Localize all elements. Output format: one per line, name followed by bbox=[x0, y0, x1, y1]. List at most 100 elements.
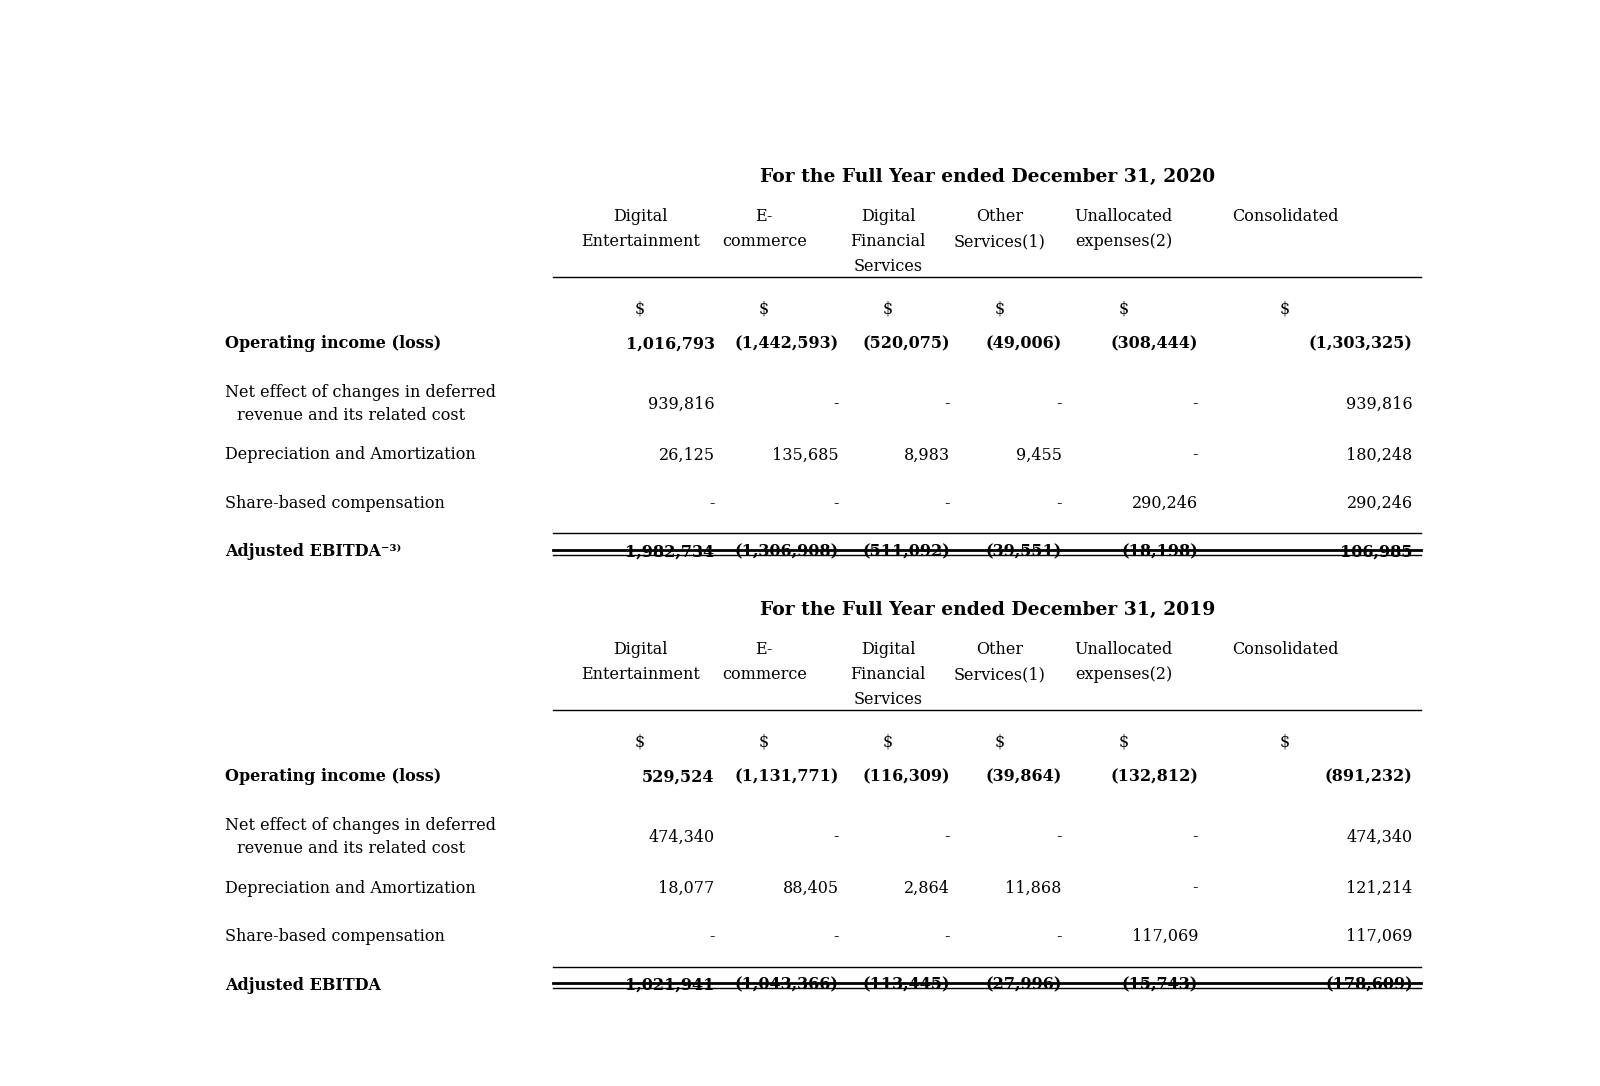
Text: Adjusted EBITDA: Adjusted EBITDA bbox=[224, 976, 381, 994]
Text: 26,125: 26,125 bbox=[659, 446, 715, 464]
Text: (1,043,366): (1,043,366) bbox=[734, 976, 838, 994]
Text: commerce: commerce bbox=[722, 667, 806, 683]
Text: (511,092): (511,092) bbox=[862, 543, 950, 560]
Text: Services(1): Services(1) bbox=[954, 233, 1046, 250]
Text: 290,246: 290,246 bbox=[1347, 495, 1413, 512]
Text: (15,743): (15,743) bbox=[1122, 976, 1198, 994]
Text: 939,816: 939,816 bbox=[1346, 395, 1413, 413]
Text: 474,340: 474,340 bbox=[648, 829, 715, 846]
Text: 939,816: 939,816 bbox=[648, 395, 715, 413]
Text: (27,996): (27,996) bbox=[986, 976, 1062, 994]
Text: -: - bbox=[1056, 929, 1062, 945]
Text: revenue and its related cost: revenue and its related cost bbox=[237, 841, 466, 857]
Text: Depreciation and Amortization: Depreciation and Amortization bbox=[224, 446, 475, 464]
Text: -: - bbox=[834, 495, 838, 512]
Text: $: $ bbox=[995, 733, 1005, 750]
Text: 121,214: 121,214 bbox=[1347, 880, 1413, 897]
Text: 1,982,734: 1,982,734 bbox=[626, 543, 715, 560]
Text: -: - bbox=[1192, 395, 1198, 413]
Text: $: $ bbox=[635, 300, 645, 317]
Text: commerce: commerce bbox=[722, 233, 806, 250]
Text: E-: E- bbox=[755, 209, 773, 225]
Text: -: - bbox=[1056, 829, 1062, 846]
Text: $: $ bbox=[635, 733, 645, 750]
Text: Adjusted EBITDA⁻³⁾: Adjusted EBITDA⁻³⁾ bbox=[224, 543, 402, 560]
Text: 8,983: 8,983 bbox=[904, 446, 950, 464]
Text: expenses(2): expenses(2) bbox=[1075, 667, 1173, 683]
Text: (891,232): (891,232) bbox=[1325, 769, 1413, 785]
Text: expenses(2): expenses(2) bbox=[1075, 233, 1173, 250]
Text: (39,551): (39,551) bbox=[986, 543, 1062, 560]
Text: Digital: Digital bbox=[861, 641, 915, 658]
Text: 2,864: 2,864 bbox=[904, 880, 950, 897]
Text: Unallocated: Unallocated bbox=[1075, 209, 1173, 225]
Text: -: - bbox=[944, 829, 950, 846]
Text: For the Full Year ended December 31, 2019: For the Full Year ended December 31, 201… bbox=[760, 602, 1214, 619]
Text: 180,248: 180,248 bbox=[1347, 446, 1413, 464]
Text: 1,016,793: 1,016,793 bbox=[626, 336, 715, 352]
Text: 529,524: 529,524 bbox=[642, 769, 715, 785]
Text: 9,455: 9,455 bbox=[1016, 446, 1062, 464]
Text: -: - bbox=[1192, 880, 1198, 897]
Text: Other: Other bbox=[976, 641, 1024, 658]
Text: 11,868: 11,868 bbox=[1005, 880, 1062, 897]
Text: (113,445): (113,445) bbox=[862, 976, 950, 994]
Text: Digital: Digital bbox=[861, 209, 915, 225]
Text: $: $ bbox=[758, 300, 770, 317]
Text: (18,198): (18,198) bbox=[1122, 543, 1198, 560]
Text: Unallocated: Unallocated bbox=[1075, 641, 1173, 658]
Text: -: - bbox=[1056, 395, 1062, 413]
Text: -: - bbox=[1192, 829, 1198, 846]
Text: $: $ bbox=[1280, 733, 1290, 750]
Text: $: $ bbox=[758, 733, 770, 750]
Text: -: - bbox=[834, 929, 838, 945]
Text: $: $ bbox=[883, 300, 893, 317]
Text: -: - bbox=[944, 495, 950, 512]
Text: -: - bbox=[944, 929, 950, 945]
Text: Entertainment: Entertainment bbox=[581, 233, 699, 250]
Text: Operating income (loss): Operating income (loss) bbox=[224, 336, 442, 352]
Text: Other: Other bbox=[976, 209, 1024, 225]
Text: -: - bbox=[709, 929, 715, 945]
Text: $: $ bbox=[1118, 733, 1130, 750]
Text: 117,069: 117,069 bbox=[1346, 929, 1413, 945]
Text: (132,812): (132,812) bbox=[1110, 769, 1198, 785]
Text: For the Full Year ended December 31, 2020: For the Full Year ended December 31, 202… bbox=[760, 168, 1214, 186]
Text: Operating income (loss): Operating income (loss) bbox=[224, 769, 442, 785]
Text: 18,077: 18,077 bbox=[658, 880, 715, 897]
Text: (39,864): (39,864) bbox=[986, 769, 1062, 785]
Text: 88,405: 88,405 bbox=[782, 880, 838, 897]
Text: Services: Services bbox=[854, 258, 923, 275]
Text: -: - bbox=[1056, 495, 1062, 512]
Text: Share-based compensation: Share-based compensation bbox=[224, 495, 445, 512]
Text: (116,309): (116,309) bbox=[862, 769, 950, 785]
Text: (178,609): (178,609) bbox=[1325, 976, 1413, 994]
Text: revenue and its related cost: revenue and its related cost bbox=[237, 407, 466, 425]
Text: 135,685: 135,685 bbox=[771, 446, 838, 464]
Text: Share-based compensation: Share-based compensation bbox=[224, 929, 445, 945]
Text: Depreciation and Amortization: Depreciation and Amortization bbox=[224, 880, 475, 897]
Text: -: - bbox=[834, 395, 838, 413]
Text: Net effect of changes in deferred: Net effect of changes in deferred bbox=[224, 383, 496, 401]
Text: Entertainment: Entertainment bbox=[581, 667, 699, 683]
Text: Services: Services bbox=[854, 692, 923, 708]
Text: E-: E- bbox=[755, 641, 773, 658]
Text: Digital: Digital bbox=[613, 209, 667, 225]
Text: (49,006): (49,006) bbox=[986, 336, 1062, 352]
Text: 1,021,941: 1,021,941 bbox=[626, 976, 715, 994]
Text: Digital: Digital bbox=[613, 641, 667, 658]
Text: -: - bbox=[1192, 446, 1198, 464]
Text: Consolidated: Consolidated bbox=[1232, 209, 1338, 225]
Text: -: - bbox=[834, 829, 838, 846]
Text: $: $ bbox=[1280, 300, 1290, 317]
Text: Consolidated: Consolidated bbox=[1232, 641, 1338, 658]
Text: $: $ bbox=[995, 300, 1005, 317]
Text: 290,246: 290,246 bbox=[1133, 495, 1198, 512]
Text: Financial: Financial bbox=[851, 233, 926, 250]
Text: (1,442,593): (1,442,593) bbox=[734, 336, 838, 352]
Text: (1,306,908): (1,306,908) bbox=[734, 543, 838, 560]
Text: 106,985: 106,985 bbox=[1341, 543, 1413, 560]
Text: Financial: Financial bbox=[851, 667, 926, 683]
Text: $: $ bbox=[1118, 300, 1130, 317]
Text: (1,131,771): (1,131,771) bbox=[734, 769, 838, 785]
